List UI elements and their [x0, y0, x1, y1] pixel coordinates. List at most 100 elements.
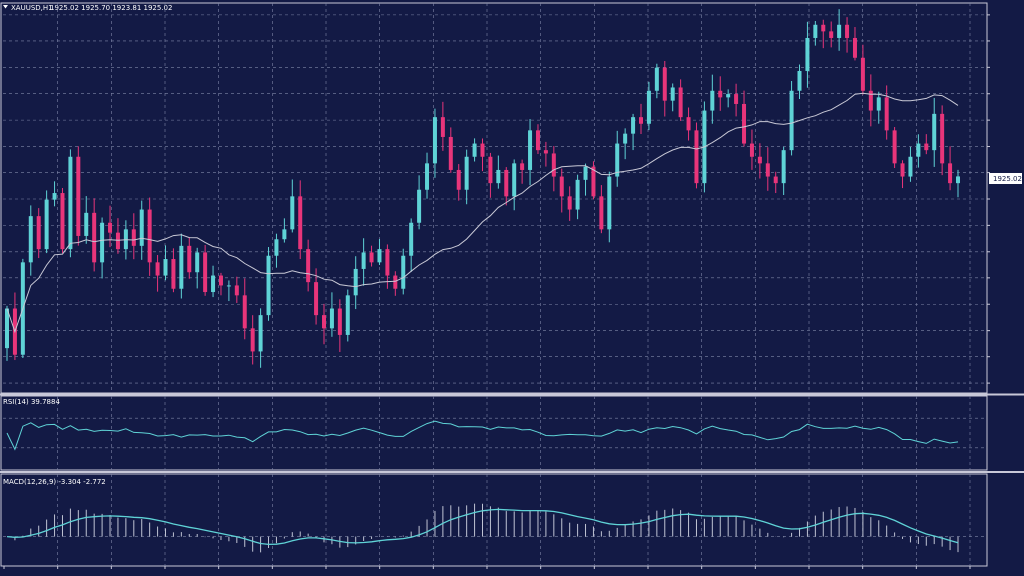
candle-body [329, 308, 334, 329]
candle-body [84, 212, 89, 236]
candle-body [266, 255, 271, 316]
candle-body [472, 143, 477, 157]
candle-body [797, 70, 802, 91]
candle-body [678, 87, 683, 118]
candle-body [607, 176, 612, 230]
candle-body [860, 57, 865, 91]
candle-body [195, 252, 200, 273]
candle-body [765, 163, 770, 177]
candle-body [108, 222, 113, 233]
candle-body [559, 176, 564, 197]
rsi-series [6, 420, 959, 451]
candle-body [226, 285, 231, 287]
current-price-label: 1925.02 [993, 175, 1022, 183]
candle-body [623, 133, 628, 144]
candle-body [369, 252, 374, 263]
candle-body [480, 143, 485, 157]
candle-body [76, 156, 81, 236]
candle-body [115, 232, 120, 250]
candle-body [448, 136, 453, 170]
pane-frame-1 [0, 395, 988, 471]
candle-body [163, 259, 168, 276]
candle-body [377, 249, 382, 263]
candle-body [694, 130, 699, 184]
candle-body [171, 259, 176, 289]
price-grid [3, 3, 987, 566]
candle-body [361, 252, 366, 269]
candle-body [203, 252, 208, 293]
candle-body [306, 249, 311, 283]
candle-body [639, 117, 643, 124]
candle-body [337, 308, 342, 335]
candle-body [345, 295, 350, 335]
triangle-down-icon[interactable] [3, 5, 8, 9]
ohlc-values: 1925.02 1925.70 1923.81 1925.02 [50, 4, 172, 12]
candle-body [314, 282, 319, 316]
candle-body [567, 196, 572, 210]
candle-body [211, 275, 216, 293]
candle-body [734, 94, 739, 104]
chart-header: XAUUSD,H1 1925.02 1925.70 1923.81 1925.0… [3, 4, 172, 12]
moving-average-line [6, 92, 959, 334]
candle-body [100, 222, 105, 263]
candle-body [5, 308, 9, 349]
candle-body [60, 193, 65, 250]
rsi-line [6, 420, 959, 451]
candle-body [583, 166, 588, 180]
candle-body [646, 90, 651, 124]
candle-body [892, 130, 897, 164]
candle-body [868, 90, 873, 111]
symbol-label: XAUUSD,H1 [11, 4, 53, 12]
candle-body [496, 169, 501, 184]
candle-body [440, 117, 445, 137]
candle-body [852, 37, 857, 58]
candle-body [631, 117, 636, 134]
candle-body [543, 150, 548, 154]
candle-body [44, 199, 49, 250]
candle-body [504, 169, 509, 197]
candle-body [432, 117, 437, 164]
candle-body [425, 163, 430, 190]
candle-body [575, 179, 580, 210]
candle-body [155, 262, 160, 276]
candle-body [353, 268, 358, 296]
candle-body [916, 143, 921, 157]
candle-body [218, 275, 223, 286]
candle-body [385, 249, 390, 276]
candle-body [234, 285, 239, 296]
candle-body [551, 153, 556, 177]
candle-body [686, 117, 691, 131]
candle-body [520, 163, 525, 170]
macd-histogram [14, 503, 959, 553]
candle-body [821, 24, 826, 32]
candle-body [258, 315, 263, 352]
candle-body [781, 150, 786, 184]
price-axis [987, 14, 990, 384]
candle-body [92, 212, 97, 263]
candle-body [417, 189, 422, 223]
candle-body [599, 196, 604, 230]
candle-body [290, 196, 295, 230]
candle-body [924, 143, 929, 151]
candle-body [139, 209, 144, 246]
candle-body [147, 209, 152, 263]
candle-body [813, 24, 818, 38]
candle-body [52, 193, 57, 200]
candle-body [242, 295, 247, 329]
candle-body [179, 245, 184, 289]
candle-body [932, 113, 937, 151]
candle-body [662, 67, 667, 101]
candle-body [591, 166, 596, 197]
candle-body [298, 196, 303, 250]
pane-frame-0 [0, 2, 988, 394]
candle-body [464, 156, 469, 190]
candle-body [274, 239, 279, 256]
candle-body [393, 275, 398, 289]
candle-body [956, 176, 960, 184]
macd-label: MACD(12,26,9) -3.304 -2.772 [3, 478, 106, 486]
candle-body [488, 156, 493, 184]
candle-body [528, 130, 533, 170]
time-axis [3, 566, 971, 569]
